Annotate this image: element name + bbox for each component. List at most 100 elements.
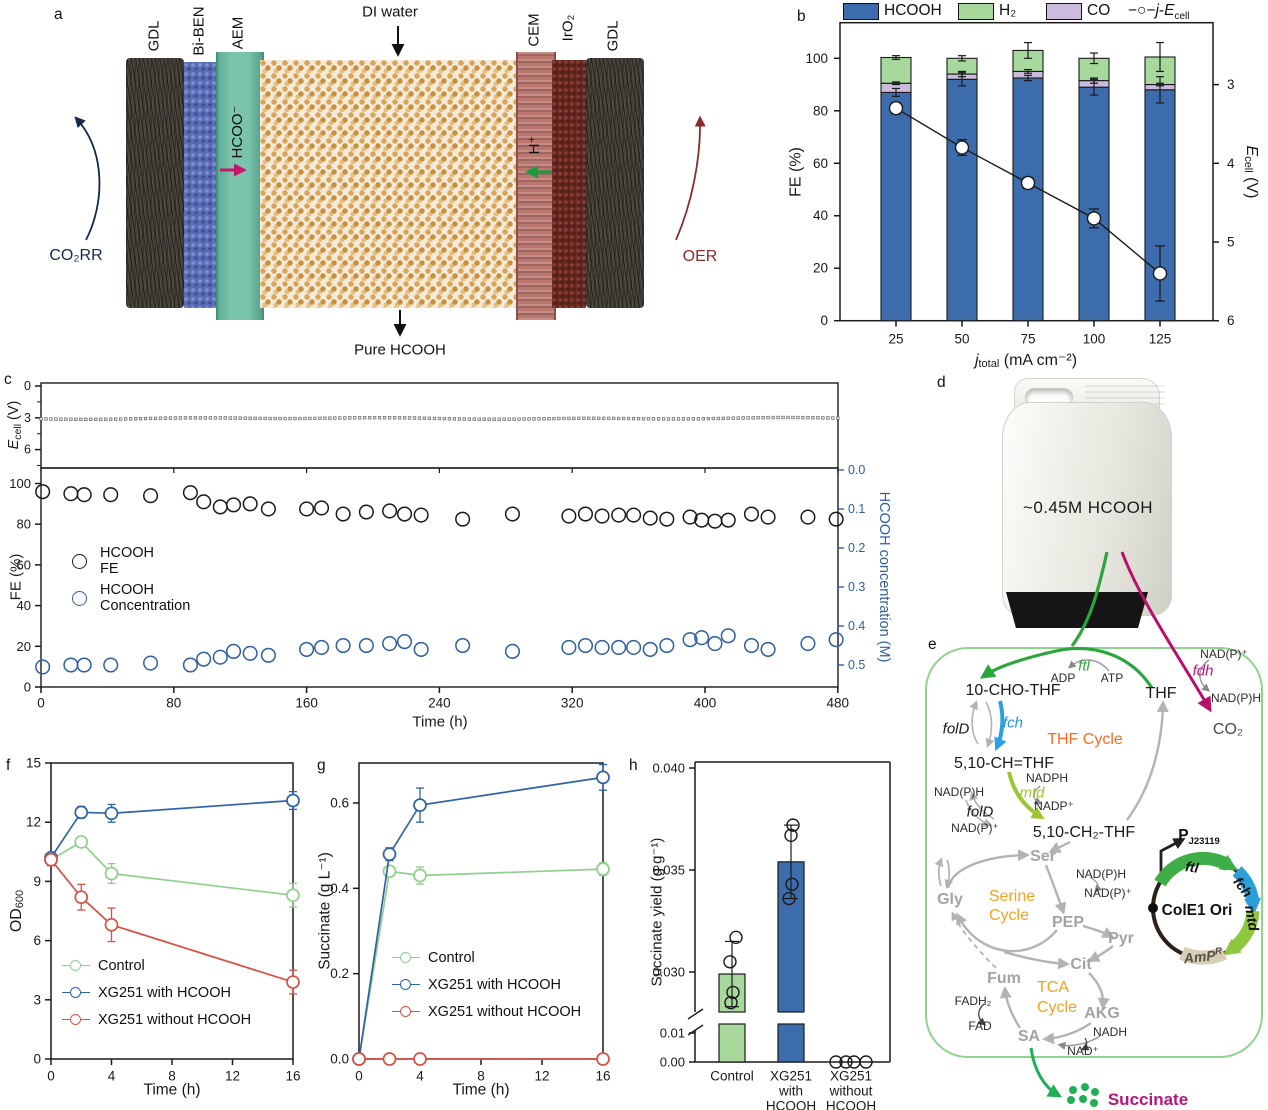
svg-text:0: 0 [37,696,45,711]
promoter-arrow [1159,838,1186,884]
fadh2-fad-arrow [977,1003,987,1026]
node-nadp-ser: NAD(P)⁺ [1084,886,1132,900]
bi-ben-layer [184,62,216,308]
hcooh-conc-label: HCOOH Concentration [100,582,191,614]
legend-label-co: CO [1087,2,1111,19]
svg-text:XG251: XG251 [770,1069,812,1084]
succinate-dots [1067,1083,1099,1107]
panel-label-g: g [317,757,326,774]
control-label: Control [98,957,145,974]
node-nadp-plus-l: NAD(P)⁺ [951,821,999,835]
legend-jecell-sub: cell [1174,11,1190,23]
panel-label-a: a [54,6,63,23]
with-hcooh-label: XG251 with HCOOH [98,984,231,1001]
node-cho-thf: 10-CHO-THF [965,682,1061,699]
node-gene-ftl: ftl [1184,858,1200,876]
svg-text:0.2: 0.2 [848,541,865,555]
ch2thf-to-ser-arrow [1048,841,1071,853]
svg-text:0.5: 0.5 [848,658,865,672]
svg-text:40: 40 [813,208,828,223]
svg-text:0.4: 0.4 [848,619,865,633]
svg-text:0.035: 0.035 [652,863,685,878]
legend-jecell-pre: −○− [1128,2,1156,19]
legend-swatch-co [1046,3,1082,20]
without-hcooh-label: XG251 without HCOOH [428,1003,582,1020]
fold2-up-arrow [969,791,995,820]
svg-text:15: 15 [26,756,41,771]
svg-text:0.030: 0.030 [652,965,685,980]
panel-label-e: e [928,636,937,653]
ch2thf-to-thf-arrow [1126,700,1169,821]
svg-text:0: 0 [24,680,31,695]
svg-text:3: 3 [1227,77,1235,92]
svg-text:5: 5 [1227,235,1235,250]
svg-text:0.0: 0.0 [330,1052,349,1067]
h-plus-label: H⁺ [526,135,543,155]
svg-text:25: 25 [888,332,903,347]
svg-text:0.4: 0.4 [330,881,349,896]
oer-label: OER [682,248,718,265]
svg-text:Time (h): Time (h) [143,1082,200,1099]
mtd-gene-arrow [1222,910,1260,956]
legend-label-j-ecell: −○−j-Ecell [1128,2,1189,22]
svg-text:FE (%): FE (%) [8,554,25,601]
legend-item-without-hcooh: XG251 without HCOOH [392,998,581,1025]
iro2-layer [552,60,586,308]
node-fadh2: FADH₂ [954,994,992,1008]
node-p-j23119: PJ23119 [1178,826,1220,848]
with-hcooh-marker [62,986,90,999]
svg-text:Ecell (V): Ecell (V) [6,401,24,450]
legend-label-h2: H₂ [999,2,1017,19]
nadp-nadph-arrow [1199,659,1211,692]
fch-arrow [994,700,1007,751]
panel-label-b: b [797,8,806,25]
akg-to-sa-arrow [1042,1022,1092,1045]
svg-text:60: 60 [813,156,828,171]
node-sa: SA [1017,1028,1041,1045]
legend-jecell-e: E [1164,2,1175,19]
svg-text:320: 320 [561,696,584,711]
legend-jecell-j: j [1155,2,1159,19]
node-nadh: NADH [1092,1025,1128,1039]
svg-text:0.040: 0.040 [652,761,685,776]
svg-text:16: 16 [595,1069,610,1084]
svg-text:4: 4 [416,1069,424,1084]
svg-text:50: 50 [954,332,969,347]
svg-text:400: 400 [694,696,717,711]
panel-label-c: c [4,371,12,388]
cit-to-akg-arrow [1088,972,1110,1010]
node-pyr: Pyr [1108,930,1134,947]
svg-text:HCOOH: HCOOH [826,1099,876,1110]
gly-to-ser-arrow [946,849,1030,889]
svg-text:with: with [778,1084,803,1099]
panel-g-legend: Control XG251 with HCOOH XG251 without H… [392,944,581,1025]
legend-item-with-hcooh: XG251 with HCOOH [62,979,251,1006]
svg-text:12: 12 [534,1069,549,1084]
svg-text:6: 6 [1227,313,1235,328]
plasmid-backbone [1151,856,1255,960]
sa-to-succinate-arrow [1029,1047,1063,1098]
node-nadph-l: NAD(P)H [934,785,984,799]
svg-text:4: 4 [1227,156,1235,171]
node-gly: Gly [937,891,963,908]
svg-text:80: 80 [166,696,181,711]
ori-dot [1148,903,1158,913]
ser-to-pep-arrow [1044,864,1067,915]
fold-down-arrow [985,701,995,748]
node-nadph: NADPH [1025,771,1069,785]
gdl-left-label: GDL [145,20,163,52]
gdl-left-layer [126,58,184,308]
svg-text:0.0: 0.0 [848,463,865,477]
svg-text:16: 16 [285,1069,300,1084]
svg-text:Succinate (g L⁻¹): Succinate (g L⁻¹) [317,852,334,970]
resin-bed-layer [260,60,516,308]
svg-text:100: 100 [805,51,828,66]
node-nadp-plus-r: NAD(P)⁺ [1200,647,1248,661]
with-hcooh-marker [392,978,420,991]
fum-to-gly-dashed-arrow [951,911,997,969]
svg-text:160: 160 [295,696,318,711]
svg-text:without: without [829,1084,873,1099]
node-fdh: fdh [1192,662,1214,680]
